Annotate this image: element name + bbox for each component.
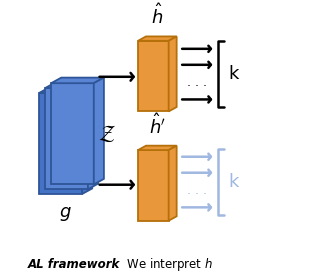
Text: We interpret $h$: We interpret $h$ [119,256,213,273]
Text: g: g [59,202,70,221]
Text: $\mathcal{Z}$: $\mathcal{Z}$ [98,124,116,144]
Polygon shape [138,36,177,41]
Polygon shape [169,146,177,221]
Text: k: k [228,173,239,191]
Polygon shape [51,83,94,185]
Text: $\hat{h}$: $\hat{h}$ [151,4,163,29]
Text: AL framework: AL framework [27,258,120,271]
Text: . . .: . . . [187,183,207,197]
Polygon shape [40,87,92,93]
Polygon shape [138,146,177,150]
Text: $\hat{h}'$: $\hat{h}'$ [149,113,166,138]
Polygon shape [45,82,98,88]
Polygon shape [51,78,104,83]
Polygon shape [138,41,169,111]
Polygon shape [94,78,104,185]
Polygon shape [82,87,92,194]
Polygon shape [88,82,98,189]
Polygon shape [138,150,169,221]
Text: . . .: . . . [187,76,207,89]
Text: k: k [228,65,239,83]
Polygon shape [40,93,82,194]
Polygon shape [45,88,88,189]
Polygon shape [169,36,177,111]
